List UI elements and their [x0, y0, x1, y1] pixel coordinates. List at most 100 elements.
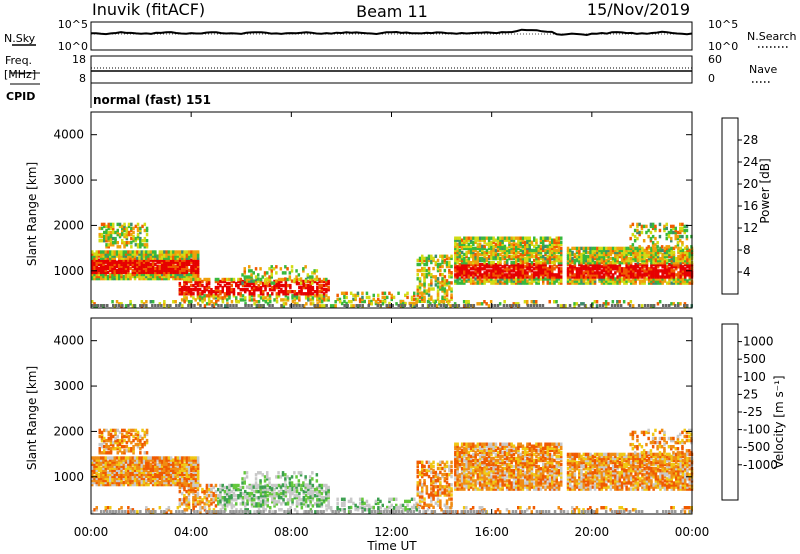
data-cell	[295, 494, 299, 498]
data-cell	[176, 458, 180, 462]
data-cell	[519, 271, 522, 275]
data-cell	[658, 228, 662, 233]
data-cell	[499, 242, 502, 246]
data-cell	[181, 258, 184, 262]
data-cell	[114, 447, 117, 451]
data-cell	[129, 476, 132, 481]
data-cell	[284, 298, 288, 302]
data-cell	[275, 296, 279, 300]
data-cell	[627, 277, 631, 281]
data-cell	[118, 245, 122, 249]
data-cell	[132, 230, 135, 235]
data-cell	[685, 234, 689, 239]
data-cell	[641, 261, 644, 265]
data-cell	[289, 290, 292, 294]
data-cell	[625, 258, 628, 263]
data-cell	[666, 258, 669, 263]
data-cell	[537, 263, 540, 267]
data-cell	[668, 263, 671, 267]
data-cell	[508, 279, 511, 283]
data-cell	[165, 460, 168, 464]
data-cell	[641, 248, 644, 253]
data-cell	[517, 250, 520, 255]
data-cell	[190, 472, 193, 477]
data-cell	[163, 258, 166, 262]
data-cell	[670, 258, 673, 263]
data-cell	[627, 275, 631, 279]
data-cell	[528, 267, 531, 271]
data-cell	[539, 261, 543, 265]
data-cell	[120, 460, 123, 464]
data-cell	[542, 273, 545, 277]
data-cell	[271, 496, 274, 500]
data-cell	[253, 502, 256, 506]
data-cell	[115, 260, 119, 264]
data-cell	[629, 248, 633, 253]
data-cell	[142, 262, 146, 266]
data-cell	[395, 302, 398, 306]
data-cell	[604, 304, 608, 308]
data-cell	[142, 482, 146, 487]
data-cell	[535, 300, 538, 304]
data-cell	[467, 256, 471, 261]
data-cell	[167, 304, 171, 308]
data-cell	[142, 266, 146, 271]
data-cell	[176, 470, 180, 474]
data-cell	[259, 267, 262, 271]
data-cell	[683, 302, 687, 306]
data-cell	[109, 438, 113, 443]
data-cell	[109, 470, 112, 474]
data-cell	[185, 264, 189, 268]
data-cell	[494, 252, 498, 257]
data-cell	[136, 438, 140, 443]
data-cell	[557, 277, 561, 281]
data-cell	[158, 476, 162, 481]
data-cell	[176, 464, 180, 468]
data-cell	[411, 304, 414, 308]
data-cell	[277, 292, 281, 296]
data-cell	[131, 476, 135, 481]
data-cell	[499, 240, 502, 244]
data-cell	[214, 285, 218, 290]
data-cell	[496, 240, 500, 244]
nsearch-tick-top: 10^5	[708, 18, 738, 31]
data-cell	[250, 285, 254, 290]
data-cell	[284, 283, 288, 288]
data-cell	[505, 267, 509, 271]
data-cell	[196, 258, 200, 262]
data-cell	[138, 462, 141, 466]
data-cell	[311, 292, 315, 296]
data-cell	[668, 273, 671, 277]
data-cell	[560, 277, 563, 281]
data-cell	[154, 462, 157, 466]
data-cell	[650, 263, 653, 267]
data-cell	[130, 440, 133, 445]
data-cell	[196, 268, 200, 273]
data-cell	[638, 248, 642, 253]
data-cell	[672, 226, 675, 231]
data-cell	[178, 504, 182, 508]
data-cell	[448, 256, 451, 261]
data-cell	[123, 434, 126, 439]
data-cell	[485, 263, 489, 267]
data-cell	[192, 483, 195, 488]
data-cell	[668, 252, 671, 257]
data-cell	[611, 267, 615, 271]
data-cell	[587, 250, 590, 255]
data-cell	[430, 279, 433, 283]
data-cell	[454, 254, 457, 259]
data-cell	[517, 240, 520, 244]
data-cell	[474, 265, 477, 269]
data-cell	[681, 265, 685, 269]
data-cell	[113, 258, 116, 262]
data-cell	[578, 250, 581, 255]
data-cell	[418, 281, 422, 285]
data-cell	[492, 238, 495, 242]
data-cell	[519, 252, 522, 257]
data-cell	[106, 264, 110, 268]
data-cell	[575, 279, 579, 283]
data-cell	[465, 236, 468, 240]
data-cell	[158, 458, 162, 462]
data-cell	[632, 275, 635, 279]
data-cell	[463, 279, 466, 283]
